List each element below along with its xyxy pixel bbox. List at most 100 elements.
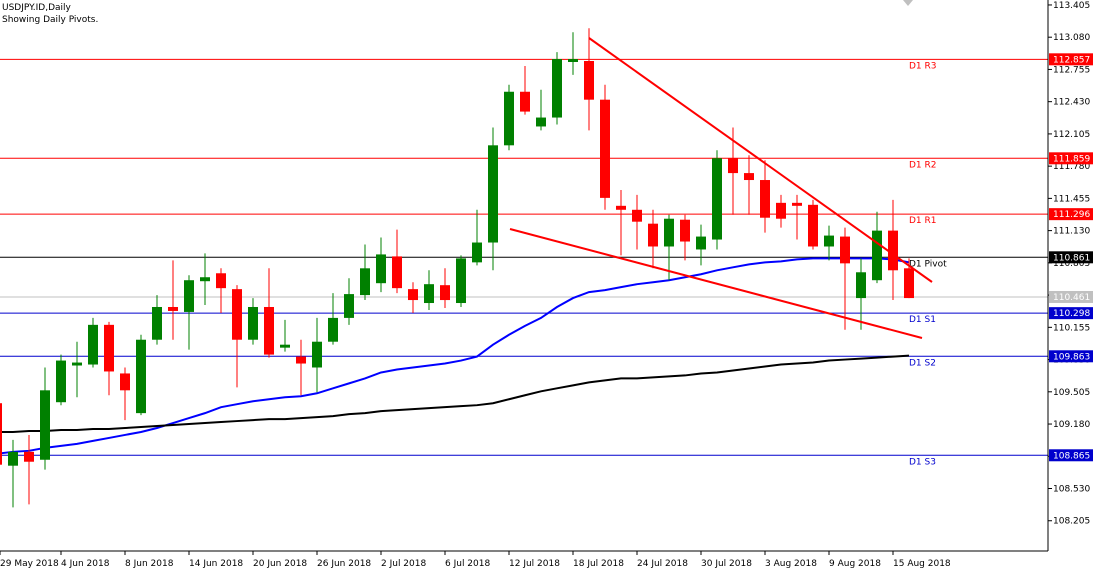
y-tick-label: 111.130 (1053, 227, 1090, 237)
pivot-box (1049, 449, 1093, 462)
y-tick-label: 109.505 (1053, 388, 1090, 398)
candle-body (600, 99, 610, 198)
x-tick-label: 26 Jun 2018 (317, 559, 371, 569)
candle-body (728, 158, 738, 174)
y-tick-label: 112.105 (1053, 130, 1090, 140)
pivot-box (1049, 152, 1093, 165)
candle-body (184, 280, 194, 312)
candle-body (648, 223, 658, 247)
pivot-value-label: 108.865 (1053, 451, 1090, 461)
candle-body (472, 242, 482, 263)
y-tick-label: 113.080 (1053, 33, 1090, 43)
pivot-box (1049, 53, 1093, 66)
pivot-box (1049, 350, 1093, 363)
candle-body (424, 284, 434, 304)
candle-body (232, 289, 242, 340)
chart-title: USDJPY.ID,Daily (2, 3, 72, 13)
pivot-label: D1 Pivot (909, 259, 947, 269)
x-tick-label: 18 Jul 2018 (573, 559, 624, 569)
y-tick-label: 111.780 (1053, 162, 1090, 172)
plot-area: D1 R3 D1 R2 D1 R1 D1 Pivot D1 S1 D1 S2 D1 S3 (0, 28, 1048, 508)
candle-body (856, 272, 866, 299)
y-tick-label: 111.455 (1053, 194, 1090, 204)
candle-body (328, 317, 338, 342)
candle-body (104, 324, 114, 372)
candle-body (568, 59, 578, 62)
x-tick-label: 14 Jun 2018 (189, 559, 243, 569)
candle-body (200, 277, 210, 282)
candle-body (696, 236, 706, 250)
candle-body (744, 173, 754, 181)
candle-body (504, 91, 514, 146)
y-tick-label: 110.805 (1053, 259, 1090, 269)
candle-body (24, 451, 34, 462)
candle-body (216, 273, 226, 289)
pivot-box (1049, 251, 1093, 264)
pivot-label: D1 R3 (909, 61, 937, 71)
y-tick-label: 113.405 (1053, 1, 1090, 11)
candle-body (312, 341, 322, 368)
pivot-label: D1 S2 (909, 358, 936, 368)
pivot-label: D1 S3 (909, 457, 936, 467)
y-tick-label: 110.155 (1053, 323, 1090, 333)
candle-body (280, 344, 290, 348)
candle-body (808, 204, 818, 247)
candle-body (520, 91, 530, 112)
pivot-value-label: 110.298 (1053, 309, 1090, 319)
candle-body (376, 254, 386, 284)
y-tick-label: 108.530 (1053, 485, 1090, 495)
pivot-value-label: 111.859 (1053, 154, 1090, 164)
moving-average (0, 354, 910, 433)
x-tick-label: 20 Jun 2018 (253, 559, 307, 569)
candle-body (264, 306, 274, 355)
trendline (509, 228, 923, 339)
candle-body (440, 285, 450, 301)
x-tick-label: 6 Jul 2018 (445, 559, 490, 569)
pivot-label: D1 R2 (909, 160, 937, 170)
candle-body (136, 339, 146, 414)
pivot-value-label: 110.861 (1053, 253, 1090, 263)
pivot-label: D1 S1 (909, 315, 936, 325)
x-tick-label: 2 Jul 2018 (381, 559, 426, 569)
candle-body (408, 289, 418, 301)
candle-body (296, 356, 306, 364)
candle-body (40, 390, 50, 460)
candle-body (584, 61, 594, 100)
pivot-value-label: 111.296 (1053, 210, 1090, 220)
candle-body (88, 324, 98, 365)
candle-body (664, 218, 674, 247)
x-tick-label: 4 Jun 2018 (61, 559, 110, 569)
candle-body (56, 360, 66, 403)
candle-body (792, 202, 802, 206)
candle-body (536, 117, 546, 127)
x-tick-label: 15 Aug 2018 (893, 559, 951, 569)
y-tick-label: 112.430 (1053, 98, 1090, 108)
x-tick-label: 30 Jul 2018 (701, 559, 752, 569)
candle-body (248, 306, 258, 340)
current-price-label: 110.461 (1053, 293, 1090, 303)
chart-subtitle: Showing Daily Pivots. (2, 15, 98, 25)
candle-body (120, 373, 130, 391)
x-tick-label: 24 Jul 2018 (637, 559, 688, 569)
candle-body (680, 219, 690, 242)
candle-body (840, 236, 850, 264)
pivot-value-label: 109.863 (1053, 352, 1090, 362)
candle-body (760, 180, 770, 218)
candle-body (824, 235, 834, 247)
candle-body (872, 230, 882, 281)
x-tick-label: 9 Aug 2018 (829, 559, 881, 569)
candle-body (392, 256, 402, 289)
candle-body (0, 403, 2, 465)
candle-body (360, 268, 370, 296)
x-tick-label: 29 May 2018 (0, 559, 59, 569)
candle-body (72, 362, 82, 366)
trendlines (509, 0, 933, 339)
current-price-box (1049, 290, 1093, 303)
shift-marker (903, 0, 913, 6)
y-tick-label: 109.180 (1053, 420, 1090, 430)
candle-body (776, 202, 786, 219)
candle-body (456, 258, 466, 304)
candle-body (616, 205, 626, 210)
